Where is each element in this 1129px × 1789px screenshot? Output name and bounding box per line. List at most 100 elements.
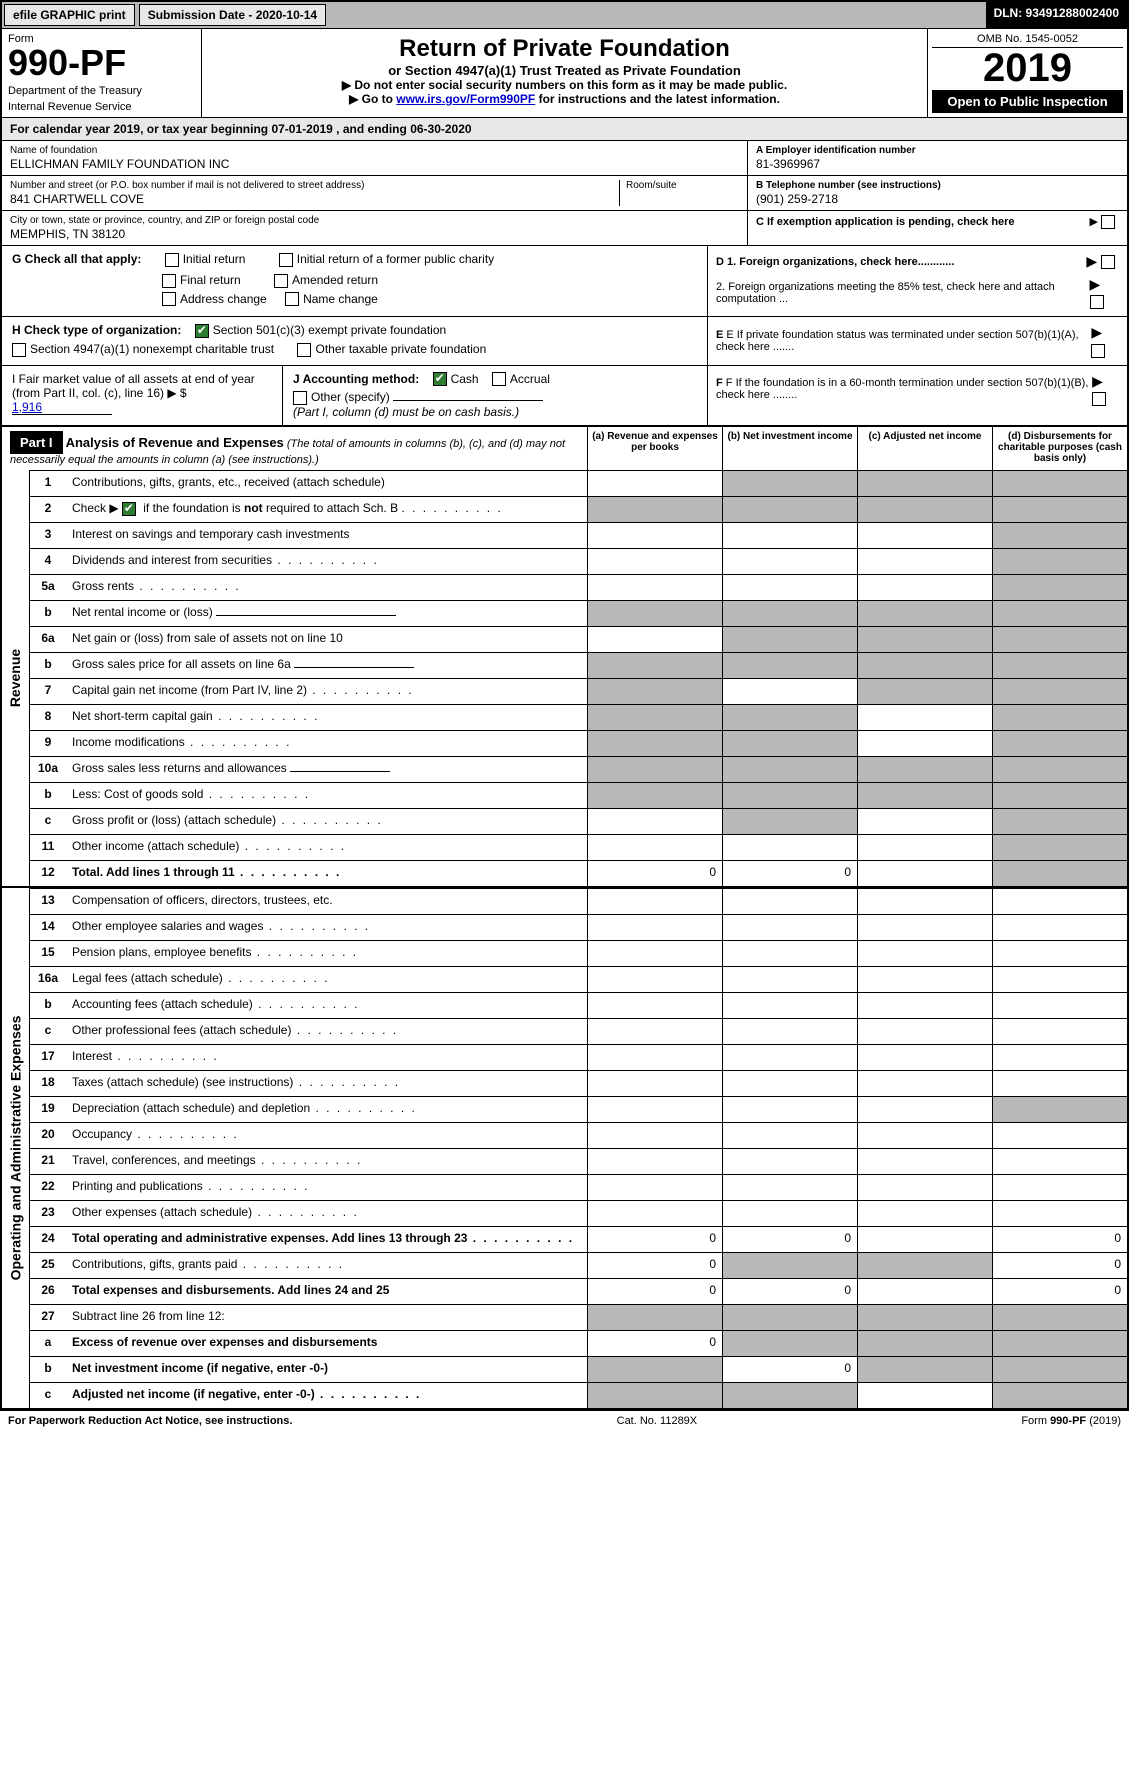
city-state-zip: MEMPHIS, TN 38120	[10, 227, 739, 241]
g-section: G Check all that apply: Initial return I…	[2, 246, 707, 316]
j-other-checkbox[interactable]	[293, 391, 307, 405]
row-5b: bNet rental income or (loss)	[30, 600, 1127, 626]
h-opt-other: Other taxable private foundation	[315, 342, 486, 356]
part1-header-row: Part I Analysis of Revenue and Expenses …	[2, 426, 1127, 470]
row-17: 17Interest	[30, 1044, 1127, 1070]
col-d-header: (d) Disbursements for charitable purpose…	[992, 427, 1127, 470]
row-6a: 6aNet gain or (loss) from sale of assets…	[30, 626, 1127, 652]
row-10b: bLess: Cost of goods sold	[30, 782, 1127, 808]
row-27c: cAdjusted net income (if negative, enter…	[30, 1382, 1127, 1408]
d-section: D 1. Foreign organizations, check here..…	[707, 246, 1127, 316]
form-number: 990-PF	[8, 45, 195, 81]
note-pre: ▶ Go to	[349, 92, 396, 106]
info-row-1: Name of foundation ELLICHMAN FAMILY FOUN…	[2, 141, 1127, 246]
room-label: Room/suite	[626, 180, 739, 191]
row-16c: cOther professional fees (attach schedul…	[30, 1018, 1127, 1044]
d2-checkbox[interactable]	[1090, 295, 1104, 309]
row-26: 26Total expenses and disbursements. Add …	[30, 1278, 1127, 1304]
c-label: C If exemption application is pending, c…	[756, 216, 1015, 228]
g-final-checkbox[interactable]	[162, 274, 176, 288]
e-section: E E If private foundation status was ter…	[707, 317, 1127, 364]
e-checkbox[interactable]	[1091, 344, 1105, 358]
r10b-desc: Less: Cost of goods sold	[66, 783, 587, 808]
g-opt-initial: Initial return	[183, 252, 246, 266]
note-link: ▶ Go to www.irs.gov/Form990PF for instru…	[212, 92, 917, 106]
f-checkbox[interactable]	[1092, 392, 1106, 406]
g-h-row: G Check all that apply: Initial return I…	[2, 246, 1127, 317]
r3-desc: Interest on savings and temporary cash i…	[66, 523, 587, 548]
row-2: 2Check ▶ if the foundation is not requir…	[30, 496, 1127, 522]
i-section: I Fair market value of all assets at end…	[2, 366, 282, 426]
i-label: I Fair market value of all assets at end…	[12, 372, 255, 400]
header-left: Form 990-PF Department of the Treasury I…	[2, 29, 202, 117]
foundation-name: ELLICHMAN FAMILY FOUNDATION INC	[10, 157, 739, 171]
col-c-header: (c) Adjusted net income	[857, 427, 992, 470]
part1-badge: Part I	[10, 431, 63, 454]
row-16a: 16aLegal fees (attach schedule)	[30, 966, 1127, 992]
row-7: 7Capital gain net income (from Part IV, …	[30, 678, 1127, 704]
row-27b: bNet investment income (if negative, ent…	[30, 1356, 1127, 1382]
g-name-checkbox[interactable]	[285, 292, 299, 306]
g-opt-address: Address change	[180, 292, 267, 306]
dln-label: DLN: 93491288002400	[986, 2, 1127, 28]
r12-col-b: 0	[722, 861, 857, 886]
j-cash-checkbox[interactable]	[433, 372, 447, 386]
top-bar: efile GRAPHIC print Submission Date - 20…	[2, 2, 1127, 29]
r6a-desc: Net gain or (loss) from sale of assets n…	[66, 627, 587, 652]
row-18: 18Taxes (attach schedule) (see instructi…	[30, 1070, 1127, 1096]
j-opt-cash: Cash	[451, 372, 479, 386]
r27-desc: Subtract line 26 from line 12:	[66, 1305, 587, 1330]
efile-button[interactable]: efile GRAPHIC print	[4, 4, 135, 26]
r6b-desc: Gross sales price for all assets on line…	[66, 653, 587, 678]
r26-desc: Total expenses and disbursements. Add li…	[66, 1279, 587, 1304]
r2-checkbox[interactable]	[122, 502, 136, 516]
tax-year: 2019	[932, 48, 1123, 88]
r16a-desc: Legal fees (attach schedule)	[66, 967, 587, 992]
e-label: E If private foundation status was termi…	[716, 329, 1079, 353]
g-amended-checkbox[interactable]	[274, 274, 288, 288]
open-public-badge: Open to Public Inspection	[932, 90, 1123, 113]
foot-left: For Paperwork Reduction Act Notice, see …	[8, 1415, 292, 1427]
i-value[interactable]: 1,916	[12, 400, 112, 415]
r27a-desc: Excess of revenue over expenses and disb…	[66, 1331, 587, 1356]
footer: For Paperwork Reduction Act Notice, see …	[0, 1410, 1129, 1431]
submission-date: Submission Date - 2020-10-14	[139, 4, 326, 26]
revenue-table: Revenue 1Contributions, gifts, grants, e…	[2, 470, 1127, 886]
r27a-col-a: 0	[587, 1331, 722, 1356]
row-16b: bAccounting fees (attach schedule)	[30, 992, 1127, 1018]
r10c-desc: Gross profit or (loss) (attach schedule)	[66, 809, 587, 834]
row-1: 1Contributions, gifts, grants, etc., rec…	[30, 470, 1127, 496]
r14-desc: Other employee salaries and wages	[66, 915, 587, 940]
name-box: Name of foundation ELLICHMAN FAMILY FOUN…	[2, 141, 747, 176]
c-box: C If exemption application is pending, c…	[748, 211, 1127, 233]
row-25: 25Contributions, gifts, grants paid00	[30, 1252, 1127, 1278]
c-checkbox[interactable]	[1101, 215, 1115, 229]
col-b-header: (b) Net investment income	[722, 427, 857, 470]
row-5a: 5aGross rents	[30, 574, 1127, 600]
r26-col-d: 0	[992, 1279, 1127, 1304]
g-initial-former-checkbox[interactable]	[279, 253, 293, 267]
row-11: 11Other income (attach schedule)	[30, 834, 1127, 860]
r21-desc: Travel, conferences, and meetings	[66, 1149, 587, 1174]
h-501c3-checkbox[interactable]	[195, 324, 209, 338]
h-row: H Check type of organization: Section 50…	[2, 317, 1127, 365]
phone-box: B Telephone number (see instructions) (9…	[748, 176, 1127, 211]
d1-checkbox[interactable]	[1101, 255, 1115, 269]
h-other-checkbox[interactable]	[297, 343, 311, 357]
r27b-col-b: 0	[722, 1357, 857, 1382]
r25-col-a: 0	[587, 1253, 722, 1278]
form-title: Return of Private Foundation	[212, 35, 917, 63]
form-subtitle: or Section 4947(a)(1) Trust Treated as P…	[212, 63, 917, 78]
g-opt-name: Name change	[303, 292, 378, 306]
h-4947-checkbox[interactable]	[12, 343, 26, 357]
header-center: Return of Private Foundation or Section …	[202, 29, 927, 117]
irs-link[interactable]: www.irs.gov/Form990PF	[396, 92, 535, 106]
g-address-checkbox[interactable]	[162, 292, 176, 306]
r7-desc: Capital gain net income (from Part IV, l…	[66, 679, 587, 704]
addr-label: Number and street (or P.O. box number if…	[10, 180, 619, 191]
j-accrual-checkbox[interactable]	[492, 372, 506, 386]
expenses-table: Operating and Administrative Expenses 13…	[2, 886, 1127, 1408]
g-initial-checkbox[interactable]	[165, 253, 179, 267]
d1-label: D 1. Foreign organizations, check here..…	[716, 256, 954, 268]
note-ssn: ▶ Do not enter social security numbers o…	[212, 78, 917, 92]
